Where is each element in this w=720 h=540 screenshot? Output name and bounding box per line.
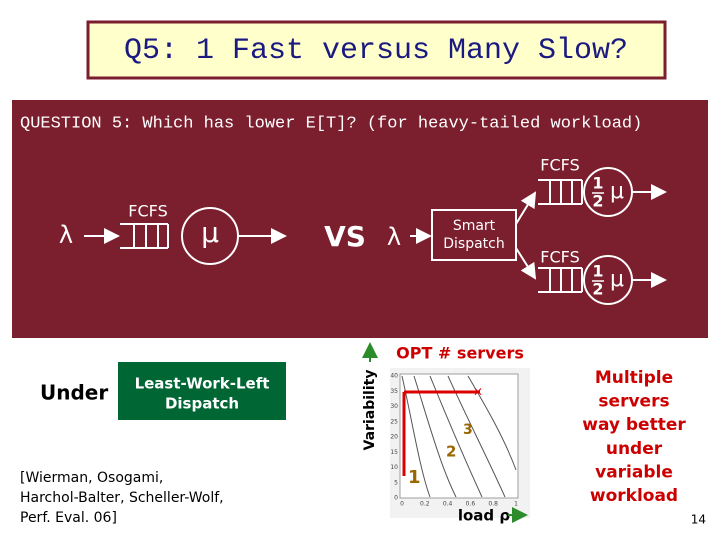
title-box (86, 20, 667, 80)
question: QUESTION 5: Which has lower E[T]? (for h… (20, 114, 642, 133)
title: Q5: 1 Fast versus Many Slow? (124, 34, 628, 68)
y-tick-label: 5 (394, 479, 398, 486)
queue-label: FCFS (540, 248, 579, 267)
citation-line: [Wierman, Osogami, (20, 470, 163, 486)
y-tick-label: 40 (390, 373, 398, 380)
fraction-numerator: 1 (592, 174, 603, 193)
policy: Dispatch (165, 395, 239, 413)
queue-label: FCFS (128, 202, 167, 221)
plot: Variability OPT # servers × 403530252015… (362, 342, 530, 525)
arrival: λ (387, 223, 401, 251)
conclusion-line: under (606, 439, 663, 459)
x-tick-label: 0.6 (466, 501, 476, 508)
x-tick-label: 1 (514, 501, 518, 508)
region-label: 3 (463, 422, 473, 438)
arrival: λ (59, 221, 73, 249)
citation-line: Harchol-Balter, Scheller-Wolf, (20, 490, 224, 506)
dispatcher: Dispatch (443, 236, 505, 252)
citation-line: Perf. Eval. 06] (20, 510, 117, 526)
multi-server-system: λ Smart Dispatch FCFS 1 2 μ FCFS 1 2 μ (387, 156, 667, 305)
dispatcher: Smart (453, 218, 496, 234)
y-tick-label: 35 (390, 388, 398, 395)
page-number: 14 (691, 513, 706, 527)
y-tick-label: 25 (390, 418, 398, 425)
plot-title: OPT # servers (396, 344, 524, 363)
conclusion-line: way better (582, 415, 686, 435)
policy: Least-Work-Left (135, 375, 270, 393)
y-tick-label: 30 (390, 403, 398, 410)
server-rate: μ (201, 216, 219, 249)
y-tick-label: 15 (390, 449, 398, 456)
y-tick-label: 10 (390, 464, 398, 471)
x-tick-label: 0.2 (420, 501, 430, 508)
server-rate: μ (610, 179, 624, 204)
fraction-denominator: 2 (592, 192, 603, 211)
server-rate: μ (610, 267, 624, 292)
conclusion-line: workload (590, 486, 678, 506)
condition-prefix: Under (40, 381, 108, 405)
svg-text:×: × (473, 385, 483, 399)
x-tick-label: 0.8 (488, 501, 498, 508)
x-tick-label: 0 (400, 501, 404, 508)
region-label: 1 (408, 467, 421, 488)
conclusion-line: Multiple (595, 368, 673, 388)
single-server-system: λ FCFS μ (59, 202, 287, 265)
y-axis-label: Variability (362, 370, 378, 451)
y-tick-label: 0 (394, 495, 398, 502)
fraction-numerator: 1 (592, 262, 603, 281)
versus: VS (324, 220, 366, 253)
queue-label: FCFS (540, 156, 579, 175)
conclusion-line: variable (595, 462, 673, 482)
fraction-denominator: 2 (592, 280, 603, 299)
region-label: 2 (446, 443, 456, 461)
x-tick-label: 0.4 (443, 501, 453, 508)
x-axis-label: load ρ (458, 507, 511, 525)
y-tick-label: 20 (390, 434, 398, 441)
question-panel (12, 100, 708, 338)
policy-box (118, 362, 286, 420)
conclusion-line: servers (598, 392, 669, 412)
